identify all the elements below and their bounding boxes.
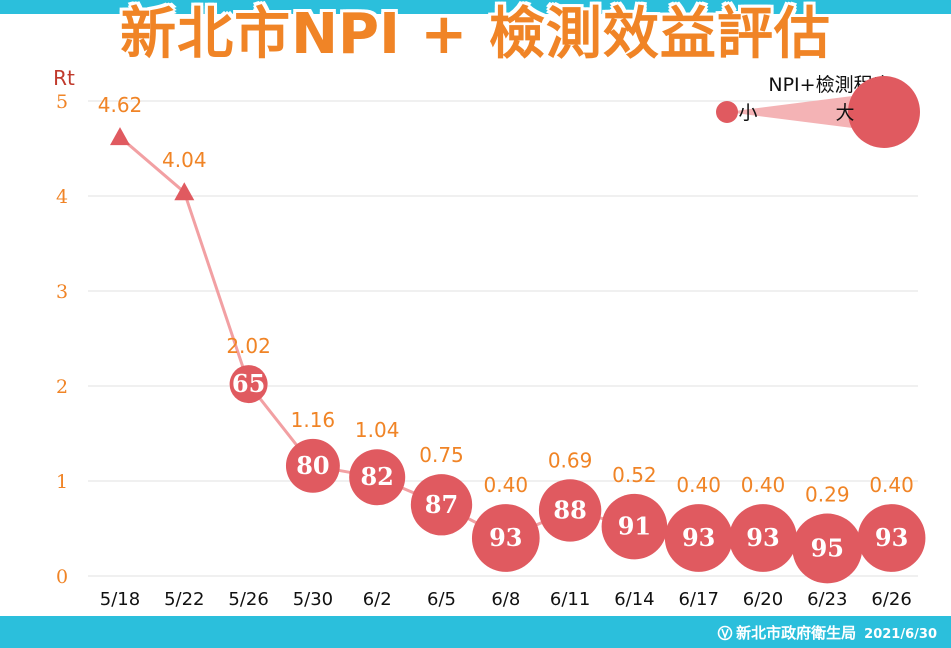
npi-bubble-label: 95: [811, 533, 844, 562]
legend-large-label: 大: [835, 102, 854, 124]
x-tick-label: 5/22: [164, 589, 204, 610]
x-tick-label: 6/17: [678, 589, 718, 610]
legend-small-label: 小: [738, 102, 757, 124]
grid-lines: [88, 100, 918, 577]
top-band: [0, 0, 951, 14]
npi-bubble: [229, 365, 268, 404]
x-tick-label: 6/11: [550, 589, 590, 610]
legend-small-bubble: [716, 101, 738, 123]
footer-bar: 新北市政府衛生局 2021/6/30: [0, 616, 951, 648]
y-tick-label: 2: [56, 376, 68, 398]
npi-bubble-label: 93: [489, 523, 522, 552]
npi-bubble: [285, 438, 340, 493]
legend-large-bubble: [848, 76, 920, 148]
rt-value-label: 0.52: [612, 463, 657, 487]
footer-org: 新北市政府衛生局: [736, 624, 857, 642]
x-tick-label: 6/23: [807, 589, 847, 610]
x-tick-label: 6/2: [363, 589, 392, 610]
chart-title: 新北市NPI + 檢測效益評估: [0, 0, 951, 70]
x-tick-label: 5/30: [293, 589, 333, 610]
y-tick-labels: 0 1 2 3 4 5: [56, 91, 68, 588]
rt-value-label: 1.16: [291, 408, 336, 432]
data-point-marker: [110, 127, 130, 146]
legend-wedge: [727, 92, 884, 132]
npi-bubble: [857, 504, 926, 572]
x-tick-label: 6/26: [871, 589, 911, 610]
x-tick-labels: 5/18 5/22 5/26 5/30 6/2 6/5 6/8 6/11 6/14 6/17 6/2…: [100, 589, 912, 610]
npi-bubble-label: 93: [746, 523, 779, 552]
y-tick-label: 1: [56, 471, 68, 493]
npi-bubble: [538, 479, 602, 542]
x-tick-label: 6/8: [491, 589, 520, 610]
x-tick-label: 5/26: [228, 589, 268, 610]
rt-value-label: 4.04: [162, 148, 207, 172]
footer-date: 2021/6/30: [864, 627, 937, 642]
npi-bubble: [471, 504, 540, 572]
npi-bubble: [410, 474, 473, 536]
npi-bubble-label: 82: [360, 462, 393, 491]
y-axis-label: Rt: [53, 66, 75, 90]
rt-series: 4.62 4.04 65 2.02 80 1.16 82 1.04 87 0.75 93 0.40 88…: [98, 93, 926, 584]
npi-bubble-label: 80: [296, 451, 329, 480]
npi-bubble: [601, 493, 668, 560]
y-tick-label: 4: [56, 186, 68, 208]
x-tick-label: 5/18: [100, 589, 140, 610]
rt-value-label: 0.29: [805, 483, 850, 507]
data-point-marker: [174, 182, 195, 201]
npi-bubble-label: 91: [618, 512, 651, 541]
health-bureau-logo-icon: [717, 625, 733, 645]
npi-bubble-label: 93: [682, 523, 715, 552]
rt-value-label: 0.40: [484, 473, 529, 497]
x-tick-label: 6/5: [427, 589, 456, 610]
footer-credit: 新北市政府衛生局 2021/6/30: [717, 622, 937, 645]
rt-value-label: 0.40: [676, 473, 721, 497]
rt-value-label: 0.40: [741, 473, 786, 497]
rt-value-label: 0.69: [548, 448, 593, 472]
title-suffix: + 檢測效益評估: [399, 2, 831, 67]
npi-bubble-label: 93: [875, 523, 908, 552]
y-tick-label: 0: [56, 566, 68, 588]
npi-bubble: [349, 449, 406, 506]
rt-value-label: 2.02: [226, 334, 271, 358]
npi-bubble: [792, 513, 863, 584]
npi-bubble: [664, 504, 733, 572]
x-tick-label: 6/20: [743, 589, 783, 610]
rt-value-label: 0.40: [869, 473, 914, 497]
npi-bubble-label: 65: [232, 369, 265, 398]
npi-bubble-label: 87: [425, 490, 458, 519]
npi-bubble-label: 88: [553, 495, 586, 524]
rt-value-label: 1.04: [355, 418, 400, 442]
rt-value-label: 0.75: [419, 443, 464, 467]
npi-bubble: [729, 504, 797, 572]
x-tick-label: 6/14: [614, 589, 654, 610]
rt-value-label: 4.62: [98, 93, 143, 117]
bubble-size-legend: NPI+檢測程度 小 大: [716, 74, 920, 148]
title-latin: NPI: [291, 2, 400, 67]
y-tick-label: 5: [56, 91, 68, 113]
title-prefix: 新北市: [120, 2, 292, 67]
y-tick-label: 3: [56, 281, 68, 303]
